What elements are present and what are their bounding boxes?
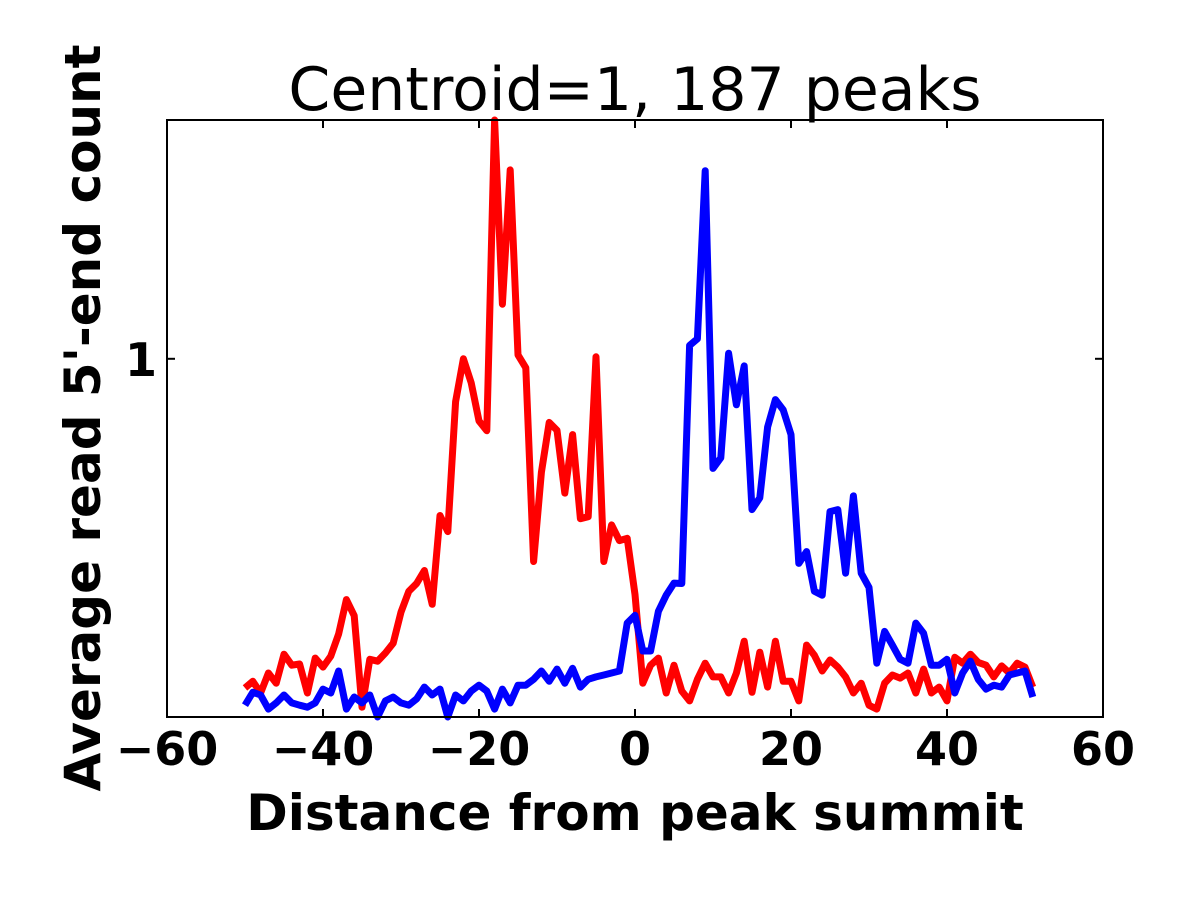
- x-tick-label: −40: [272, 722, 375, 776]
- x-tick-label: −60: [116, 722, 219, 776]
- x-tick-label: 40: [915, 722, 979, 776]
- x-tick-label: −20: [428, 722, 531, 776]
- x-tick-label: 0: [619, 722, 651, 776]
- plot-series: [242, 116, 1037, 721]
- y-axis-label: Average read 5'-end count: [54, 44, 112, 791]
- chart-title: Centroid=1, 187 peaks: [288, 55, 981, 125]
- series-line-blue: [242, 167, 1037, 721]
- x-axis-label: Distance from peak summit: [246, 784, 1024, 842]
- x-tick-label: 60: [1071, 722, 1135, 776]
- y-tick-label: 1: [125, 333, 157, 387]
- axis-ticks: −60 −40 −20 0 20 40 60 1: [116, 120, 1135, 776]
- x-tick-label: 20: [759, 722, 823, 776]
